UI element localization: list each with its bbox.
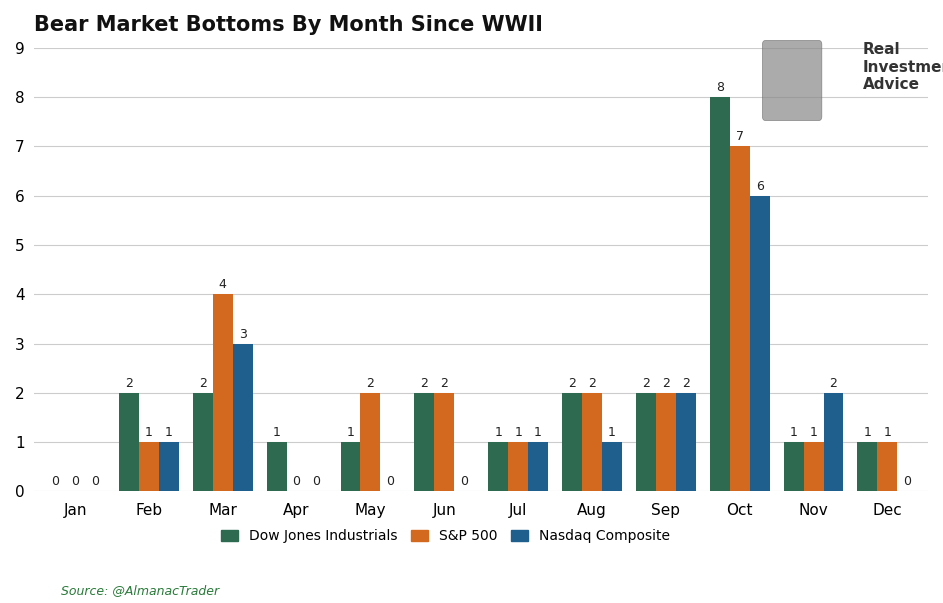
Bar: [636, 393, 656, 491]
Bar: [803, 442, 823, 491]
Bar: [193, 393, 213, 491]
Bar: [656, 393, 676, 491]
Text: 4: 4: [219, 278, 226, 291]
Text: 1: 1: [514, 426, 522, 439]
Text: Bear Market Bottoms By Month Since WWII: Bear Market Bottoms By Month Since WWII: [35, 15, 543, 35]
Bar: [562, 393, 582, 491]
Text: 0: 0: [71, 476, 79, 488]
Text: 1: 1: [864, 426, 871, 439]
Text: 2: 2: [421, 377, 428, 390]
Text: 2: 2: [199, 377, 207, 390]
Bar: [159, 442, 179, 491]
Text: 0: 0: [460, 476, 469, 488]
Text: 0: 0: [903, 476, 911, 488]
Text: 1: 1: [884, 426, 891, 439]
Bar: [857, 442, 877, 491]
Text: 2: 2: [662, 377, 670, 390]
Text: 1: 1: [494, 426, 503, 439]
Text: 2: 2: [642, 377, 650, 390]
Text: 1: 1: [347, 426, 355, 439]
Bar: [414, 393, 435, 491]
Bar: [750, 195, 769, 491]
Text: 2: 2: [125, 377, 133, 390]
Bar: [360, 393, 380, 491]
Text: 1: 1: [789, 426, 798, 439]
Bar: [488, 442, 508, 491]
Text: 0: 0: [387, 476, 394, 488]
Bar: [233, 344, 253, 491]
Text: 1: 1: [145, 426, 153, 439]
Bar: [267, 442, 287, 491]
Bar: [435, 393, 455, 491]
Text: 0: 0: [312, 476, 321, 488]
Legend: Dow Jones Industrials, S&P 500, Nasdaq Composite: Dow Jones Industrials, S&P 500, Nasdaq C…: [215, 524, 675, 549]
FancyBboxPatch shape: [763, 40, 822, 121]
Text: 6: 6: [755, 180, 764, 192]
Bar: [528, 442, 548, 491]
Text: 0: 0: [51, 476, 59, 488]
Text: 1: 1: [534, 426, 542, 439]
Bar: [119, 393, 139, 491]
Text: Source: @AlmanacTrader: Source: @AlmanacTrader: [61, 584, 220, 597]
Text: 2: 2: [568, 377, 576, 390]
Bar: [710, 97, 730, 491]
Bar: [784, 442, 803, 491]
Text: 2: 2: [440, 377, 448, 390]
Text: 7: 7: [736, 130, 744, 144]
Text: 0: 0: [292, 476, 301, 488]
Text: 8: 8: [716, 81, 724, 94]
Text: 1: 1: [165, 426, 173, 439]
Bar: [823, 393, 843, 491]
Bar: [582, 393, 602, 491]
Text: 2: 2: [830, 377, 837, 390]
Text: 2: 2: [682, 377, 689, 390]
Text: 3: 3: [239, 327, 247, 341]
Text: 1: 1: [273, 426, 281, 439]
Text: Real
Investment
Advice: Real Investment Advice: [863, 42, 943, 92]
Bar: [877, 442, 898, 491]
Bar: [676, 393, 696, 491]
Bar: [213, 294, 233, 491]
Text: 2: 2: [588, 377, 596, 390]
Bar: [508, 442, 528, 491]
Text: 0: 0: [91, 476, 99, 488]
Bar: [139, 442, 159, 491]
Bar: [340, 442, 360, 491]
Text: 2: 2: [367, 377, 374, 390]
Bar: [730, 147, 750, 491]
Text: 1: 1: [810, 426, 818, 439]
Bar: [602, 442, 622, 491]
Text: 1: 1: [608, 426, 616, 439]
